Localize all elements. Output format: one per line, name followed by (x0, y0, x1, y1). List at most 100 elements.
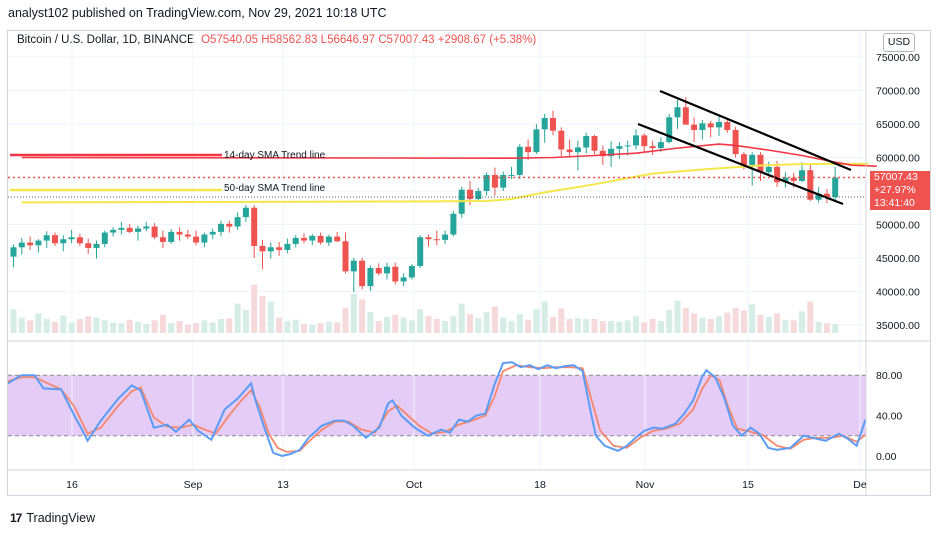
candle-body (76, 237, 83, 244)
currency-button[interactable]: USD (883, 33, 915, 52)
candle-body (591, 136, 598, 151)
trend-line-lower (637, 122, 844, 206)
candle-body (467, 189, 473, 200)
candle-body (284, 243, 291, 250)
volume-bar (93, 317, 100, 333)
candle-body (740, 154, 747, 165)
candle-body (251, 207, 258, 246)
candle-body (782, 177, 789, 183)
volume-bar (126, 319, 133, 333)
candle-body (110, 229, 117, 233)
volume-bar (342, 307, 349, 333)
publish-header: analyst102 published on TradingView.com,… (8, 6, 387, 20)
volume-bar (707, 319, 714, 333)
candle-body (433, 239, 440, 241)
tradingview-logo-icon: 17 (10, 511, 22, 525)
candle-body (400, 277, 407, 282)
volume-bar (815, 321, 822, 333)
candle-body (475, 191, 482, 200)
volume-bar (724, 312, 731, 333)
candle-body (807, 170, 814, 200)
volume-bar (85, 316, 92, 333)
volume-bar (27, 320, 34, 333)
candle-body (666, 117, 673, 143)
candle-body (301, 237, 307, 241)
candle-body (325, 236, 332, 243)
volume-bar (732, 307, 739, 333)
candle-body (500, 174, 507, 188)
volume-bar (35, 313, 42, 333)
volume-bar (10, 309, 17, 333)
candle-body (691, 124, 698, 131)
volume-bar (151, 320, 158, 333)
candle-body (724, 121, 731, 131)
volume-bar (52, 321, 58, 333)
last-price-change: +27.97% (874, 184, 916, 196)
volume-bar (823, 323, 830, 333)
volume-bar (657, 321, 664, 333)
candle-body (218, 223, 224, 232)
candle-body (392, 266, 399, 282)
volume-bar (251, 284, 258, 333)
volume-bar (599, 321, 606, 333)
volume-bar (209, 322, 216, 333)
volume-bar (118, 323, 125, 333)
candle-body (234, 217, 241, 227)
volume-bar (583, 319, 590, 333)
volume-bar (633, 316, 639, 333)
volume-bar (43, 319, 50, 333)
candle-body (52, 235, 58, 244)
candle-body (417, 237, 424, 267)
candle-body (93, 243, 100, 248)
candle-body (682, 107, 689, 125)
volume-bar (516, 314, 523, 333)
time-tick-label: Oct (406, 479, 422, 491)
volume-bar (807, 301, 814, 333)
chart-frame (7, 30, 931, 496)
volume-bar (608, 321, 615, 333)
sma50-line (21, 162, 869, 204)
price-tick-label: 75000.00 (876, 52, 920, 64)
time-tick-label: 16 (66, 479, 78, 491)
volume-bar (143, 323, 150, 333)
volume-bar (765, 316, 772, 333)
candle-body (450, 213, 457, 235)
candle-body (599, 150, 606, 157)
volume-bar (467, 314, 473, 333)
volume-bar (176, 321, 183, 333)
volume-bar (475, 318, 482, 333)
candle-body (209, 231, 216, 235)
candle-body (799, 170, 805, 181)
volume-bar (574, 318, 581, 333)
volume-bar (799, 311, 805, 333)
candle-body (10, 247, 17, 257)
price-tick-label: 40000.00 (876, 287, 920, 299)
candle-body (674, 107, 681, 118)
time-tick-label: Sep (184, 479, 203, 491)
volume-bar (641, 322, 648, 333)
candle-body (267, 247, 274, 252)
candle-body (350, 260, 357, 272)
volume-bar (226, 318, 233, 333)
volume-bar (110, 322, 117, 333)
candle-body (757, 154, 764, 173)
volume-bar (591, 319, 598, 333)
candle-body (707, 123, 714, 128)
legend-high: H58562.83 (261, 34, 318, 46)
volume-bar (483, 312, 490, 333)
candle-body (292, 237, 299, 244)
candle-body (85, 243, 92, 248)
candle-body (408, 266, 415, 278)
candle-body (558, 130, 565, 150)
tradingview-footer: 17 TradingView (10, 511, 95, 525)
volume-bar (525, 319, 532, 333)
volume-bar (649, 319, 656, 333)
volume-bar (334, 322, 341, 333)
candle-body (574, 147, 581, 153)
volume-bar (782, 319, 789, 333)
price-tick-label: 70000.00 (876, 86, 920, 98)
candle-body (317, 235, 324, 243)
time-tick-label: Nov (636, 479, 655, 491)
candle-body (27, 242, 34, 246)
